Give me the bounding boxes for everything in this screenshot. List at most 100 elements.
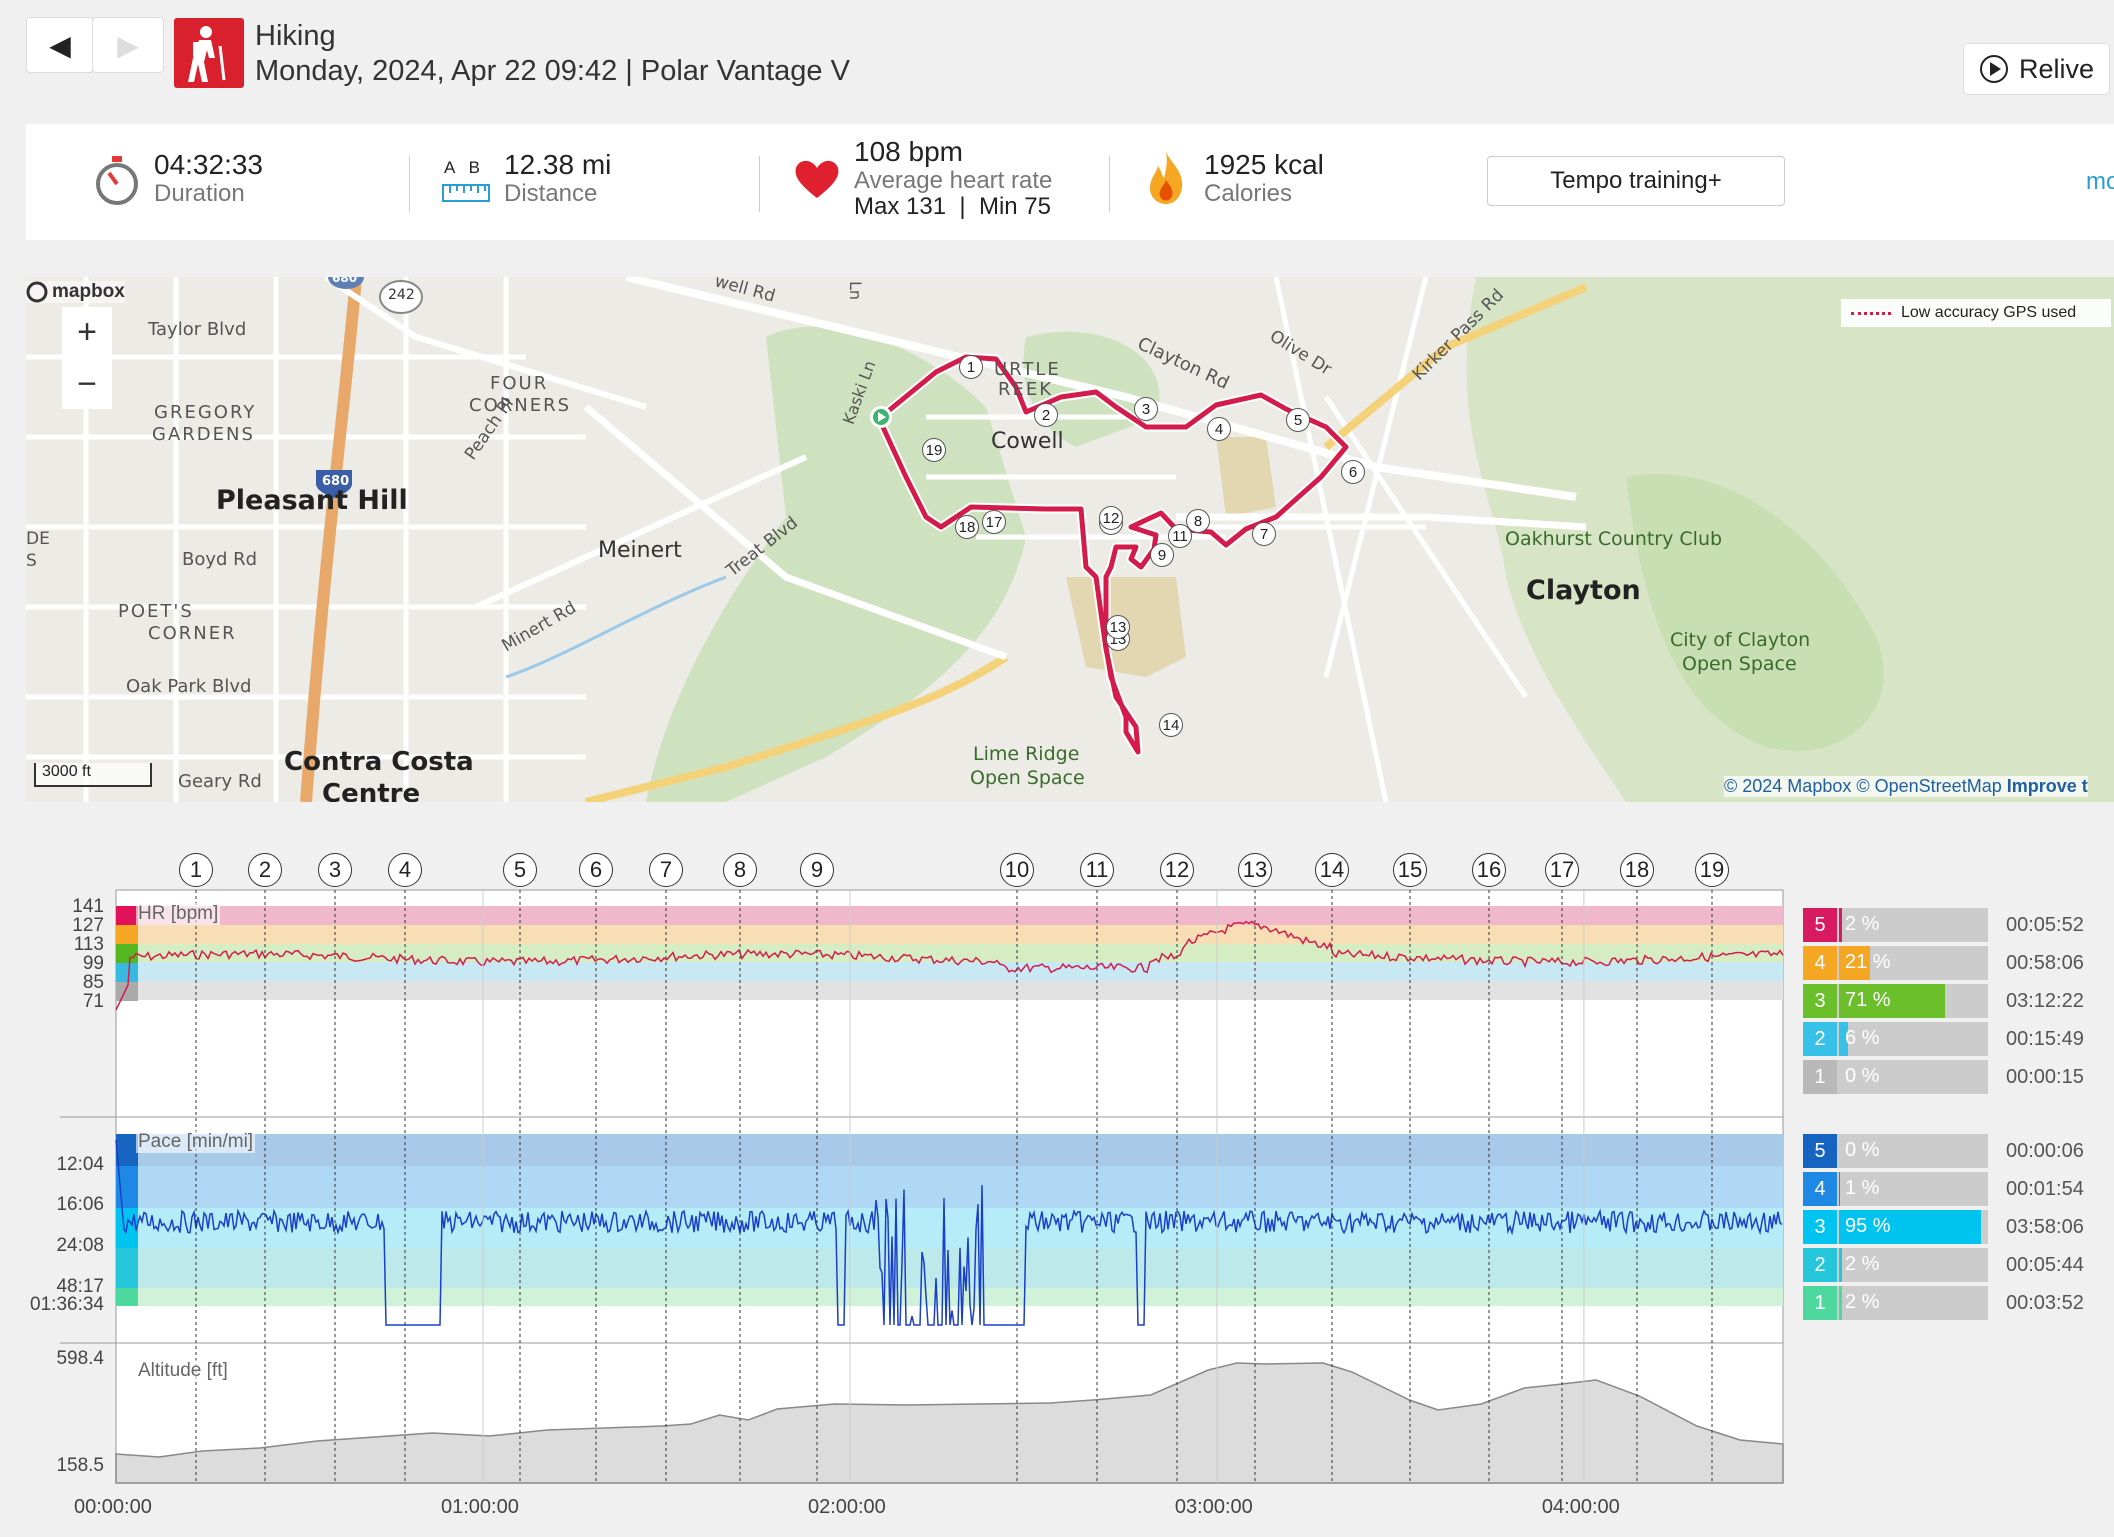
zone-bar xyxy=(1839,908,1842,942)
time-tick-label: 01:00:00 xyxy=(440,1496,519,1518)
route-marker: 17 xyxy=(982,510,1006,534)
zone-row: 5 2 % 00:05:52 xyxy=(1803,908,2084,942)
relive-button[interactable]: Relive xyxy=(1963,43,2110,95)
hr-zone-swatch xyxy=(116,982,138,1001)
route-marker: 13 xyxy=(1106,615,1130,639)
place-oakhurst: Oakhurst Country Club xyxy=(1505,528,1723,550)
place-pleasant-hill: Pleasant Hill xyxy=(216,485,408,516)
shield-680-top: 680 xyxy=(332,277,358,285)
place-gardens: GARDENS xyxy=(152,424,255,445)
hr-zone-swatch xyxy=(116,925,138,944)
hr-tick-label: 99 xyxy=(82,953,104,974)
zone-row: 2 6 % 00:15:49 xyxy=(1803,1022,2084,1056)
road-oak-park: Oak Park Blvd xyxy=(126,676,252,697)
place-city-clayton: City of Clayton xyxy=(1670,629,1811,651)
lap-marker: 11 xyxy=(1080,853,1114,887)
divider xyxy=(409,156,410,212)
training-benefit-label: Tempo training+ xyxy=(1550,167,1722,194)
place-turtle: URTLE xyxy=(994,359,1061,380)
hr-tick-label: 71 xyxy=(82,991,104,1012)
hr-minmax: Max 131 | Min 75 xyxy=(854,193,1051,220)
dotted-line-icon xyxy=(1851,311,1891,315)
zone-percent: 2 % xyxy=(1845,1291,1880,1313)
hr-zone-swatch xyxy=(116,944,138,963)
place-s: S xyxy=(26,551,37,571)
pace-tick-label: 16:06 xyxy=(56,1194,104,1215)
lap-marker: 3 xyxy=(318,853,352,887)
calories-label: Calories xyxy=(1204,180,1293,207)
hr-tick-label: 85 xyxy=(82,972,104,993)
route-map[interactable]: mapbox + − Low accuracy GPS used 3000 ft… xyxy=(26,277,2114,802)
zone-row: 3 95 % 03:58:06 xyxy=(1803,1210,2084,1244)
zone-row: 1 0 % 00:00:15 xyxy=(1803,1060,2084,1094)
forward-arrow-icon: ▶ xyxy=(117,29,139,61)
attribution-improve[interactable]: Improve t xyxy=(2006,776,2088,796)
place-gregory: GREGORY xyxy=(154,402,257,423)
pace-tick-label: 24:08 xyxy=(56,1235,104,1256)
divider xyxy=(759,156,760,212)
pace-tick-label: 48:17 xyxy=(56,1276,104,1297)
zone-time: 00:01:54 xyxy=(2006,1178,2084,1200)
hr-zone-band xyxy=(116,981,1783,1000)
distance-value: 12.38 mi xyxy=(504,149,612,180)
zone-percent: 2 % xyxy=(1845,1253,1880,1275)
time-tick-label: 00:00:00 xyxy=(74,1496,152,1518)
place-centre: Centre xyxy=(322,779,421,802)
zone-row: 5 0 % 00:00:06 xyxy=(1803,1134,2084,1168)
route-marker: 18 xyxy=(955,515,979,539)
mapbox-logo: mapbox xyxy=(26,281,125,303)
hr-zone-swatch xyxy=(116,963,138,982)
route-marker: 12 xyxy=(1099,506,1123,530)
lap-marker: 7 xyxy=(649,853,683,887)
place-contra-costa: Contra Costa xyxy=(284,747,474,777)
zone-bar xyxy=(1839,984,1945,1018)
zone-row: 1 2 % 00:03:52 xyxy=(1803,1286,2084,1320)
training-benefit-button[interactable]: Tempo training+ xyxy=(1487,156,1785,206)
zoom-out-button[interactable]: − xyxy=(62,359,112,409)
place-corners: CORNERS xyxy=(469,395,572,416)
lap-marker: 2 xyxy=(248,853,282,887)
lap-marker: 15 xyxy=(1393,853,1427,887)
lap-marker: 19 xyxy=(1695,853,1729,887)
lap-marker: 12 xyxy=(1160,853,1194,887)
zone-time: 03:12:22 xyxy=(2006,990,2084,1012)
zoom-in-button[interactable]: + xyxy=(62,307,112,357)
map-legend: Low accuracy GPS used xyxy=(1841,299,2111,327)
zone-percent: 0 % xyxy=(1845,1065,1880,1087)
back-button[interactable]: ◀ xyxy=(26,17,94,73)
hr-value: 108 bpm xyxy=(854,136,963,167)
pace-tick-label: 01:36:34 xyxy=(30,1294,104,1315)
distance-label: Distance xyxy=(504,180,598,207)
relive-label: Relive xyxy=(2018,53,2095,84)
hr-zone-band xyxy=(116,944,1783,963)
zone-number: 1 xyxy=(1803,1286,1837,1320)
route-marker: 3 xyxy=(1134,397,1158,421)
lap-marker: 6 xyxy=(579,853,613,887)
hr-chart-label: HR [bpm] xyxy=(136,903,221,925)
place-cowell: Cowell xyxy=(991,429,1064,454)
attribution-osm[interactable]: © OpenStreetMap xyxy=(1856,776,2002,796)
zone-time: 00:58:06 xyxy=(2006,952,2084,974)
zone-row: 4 1 % 00:01:54 xyxy=(1803,1172,2084,1206)
forward-button[interactable]: ▶ xyxy=(92,17,164,73)
zone-bar xyxy=(1839,1286,1842,1320)
route-marker: 2 xyxy=(1034,403,1058,427)
time-tick-label: 04:00:00 xyxy=(1541,1496,1620,1518)
attribution-mapbox[interactable]: © 2024 Mapbox xyxy=(1724,776,1852,796)
back-arrow-icon: ◀ xyxy=(49,29,71,61)
place-clayton: Clayton xyxy=(1526,575,1641,606)
zone-number: 3 xyxy=(1803,984,1837,1018)
route-marker: 14 xyxy=(1159,713,1183,737)
lap-marker: 9 xyxy=(800,853,834,887)
zone-percent: 71 % xyxy=(1845,989,1891,1011)
map-canvas xyxy=(26,277,2114,802)
zone-time: 00:03:52 xyxy=(2006,1292,2084,1314)
more-link[interactable]: mo xyxy=(2086,168,2114,195)
zone-bar xyxy=(1839,946,1871,980)
pace-zone-swatch xyxy=(116,1134,138,1166)
distance-ab-label: A B xyxy=(444,158,480,177)
route-marker: 4 xyxy=(1207,417,1231,441)
hr-zone-band xyxy=(116,906,1783,925)
time-tick-label: 03:00:00 xyxy=(1174,1496,1253,1518)
hr-tick-label: 113 xyxy=(73,934,104,955)
